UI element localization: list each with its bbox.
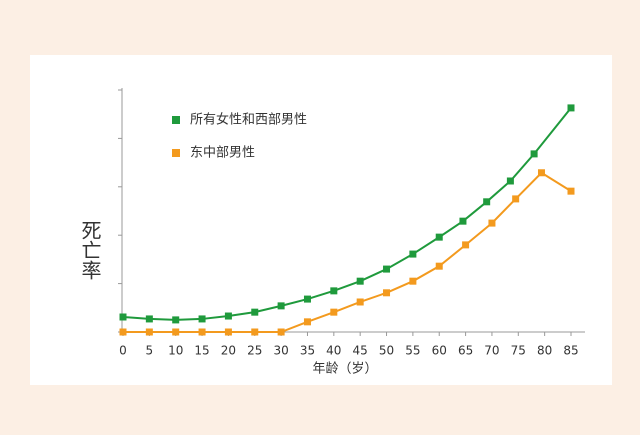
x-tick-label: 70 (484, 344, 499, 358)
x-tick-label: 40 (326, 344, 341, 358)
data-point (409, 277, 417, 285)
data-point (435, 233, 443, 241)
data-point (119, 328, 127, 336)
x-tick-label: 80 (537, 344, 552, 358)
data-point (303, 295, 311, 303)
data-point (435, 262, 443, 270)
data-point (459, 217, 467, 225)
x-tick-label: 15 (194, 344, 209, 358)
data-point (567, 104, 575, 112)
x-tick-label: 10 (168, 344, 183, 358)
data-point (409, 250, 417, 258)
data-point (462, 241, 470, 249)
legend-swatch (172, 116, 180, 124)
data-point (506, 177, 514, 185)
series-line (122, 107, 572, 321)
x-tick-label: 0 (119, 344, 127, 358)
legend-label: 所有女性和西部男性 (190, 112, 307, 128)
data-point (277, 302, 285, 310)
data-point (119, 313, 127, 321)
data-point (198, 328, 206, 336)
data-point (198, 315, 206, 323)
x-tick-label: 50 (379, 344, 394, 358)
data-point (537, 169, 545, 177)
data-point (224, 312, 232, 320)
data-point (277, 328, 285, 336)
x-tick-label: 45 (353, 344, 368, 358)
data-point (383, 265, 391, 273)
data-point (172, 316, 180, 324)
panel (30, 55, 612, 385)
data-point (330, 308, 338, 316)
data-point (251, 328, 259, 336)
data-point (483, 198, 491, 206)
data-point (251, 308, 259, 316)
data-point (172, 328, 180, 336)
legend-label: 东中部男性 (190, 146, 255, 161)
data-point (512, 195, 520, 203)
data-point (488, 219, 496, 227)
x-tick-label: 35 (300, 344, 315, 358)
data-point (145, 328, 153, 336)
y-axis-label: 死亡率 (78, 220, 102, 280)
x-tick-label: 85 (563, 344, 578, 358)
x-tick-label: 65 (458, 344, 473, 358)
data-point (330, 287, 338, 295)
x-tick-label: 30 (273, 344, 288, 358)
x-axis-label: 年龄（岁） (312, 362, 377, 377)
data-point (303, 318, 311, 326)
data-point (356, 277, 364, 285)
data-point (224, 328, 232, 336)
x-tick-label: 60 (432, 344, 447, 358)
x-tick-label: 5 (146, 344, 154, 358)
data-point (567, 187, 575, 195)
data-point (356, 298, 364, 306)
data-point (530, 150, 538, 158)
x-tick-label: 75 (511, 344, 526, 358)
series-line (123, 171, 572, 333)
data-point (145, 315, 153, 323)
x-tick-label: 20 (221, 344, 236, 358)
x-tick-label: 25 (247, 344, 262, 358)
data-point (383, 289, 391, 297)
x-tick-label: 55 (405, 344, 420, 358)
legend-swatch (172, 149, 180, 157)
